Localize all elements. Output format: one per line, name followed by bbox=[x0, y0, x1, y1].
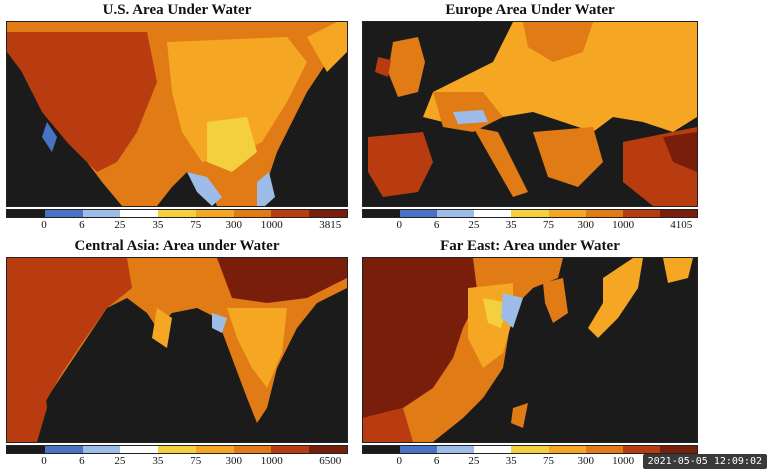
colorbar bbox=[6, 445, 348, 454]
panel-far-east: Far East: Area under Water 0 6 25 35 bbox=[362, 238, 698, 470]
far-east-map bbox=[362, 257, 698, 443]
panel-title: Far East: Area under Water bbox=[440, 238, 620, 254]
tick-label: 25 bbox=[468, 219, 480, 231]
tick-label: 300 bbox=[225, 455, 243, 467]
panel-title: Central Asia: Area under Water bbox=[74, 238, 280, 254]
colorbar bbox=[362, 209, 698, 218]
tick-label: 4105 bbox=[670, 219, 693, 231]
central-asia-map bbox=[6, 257, 348, 443]
colorbar-ticks: 0 6 25 35 75 300 1000 6500 bbox=[6, 455, 348, 469]
tick-label: 6500 bbox=[319, 455, 342, 467]
tick-label: 1000 bbox=[260, 219, 283, 231]
video-timestamp: 2021-05-05 12:09:02 bbox=[642, 454, 767, 469]
colorbar bbox=[362, 445, 698, 454]
tick-label: 0 bbox=[396, 455, 403, 467]
tick-label: 1000 bbox=[612, 455, 635, 467]
tick-label: 0 bbox=[41, 455, 47, 467]
panel-europe: Europe Area Under Water 0 6 25 bbox=[362, 2, 698, 234]
tick-label: 300 bbox=[577, 219, 595, 231]
colorbar-ticks: 0 6 25 35 75 300 1000 4105 bbox=[362, 219, 698, 233]
central-asia-map-image bbox=[7, 258, 347, 442]
tick-label: 35 bbox=[505, 219, 517, 231]
europe-map bbox=[362, 21, 698, 207]
tick-label: 6 bbox=[433, 219, 440, 231]
us-map bbox=[6, 21, 348, 207]
tick-label: 300 bbox=[577, 455, 595, 467]
tick-label: 6 bbox=[79, 455, 85, 467]
panel-title: U.S. Area Under Water bbox=[102, 2, 252, 18]
tick-label: 75 bbox=[190, 219, 202, 231]
tick-label: 25 bbox=[468, 455, 480, 467]
tick-label: 35 bbox=[152, 219, 164, 231]
colorbar-ticks: 0 6 25 35 75 300 1000 3815 bbox=[6, 219, 348, 233]
colorbar bbox=[6, 209, 348, 218]
panel-title: Europe Area Under Water bbox=[445, 2, 615, 18]
tick-label: 1000 bbox=[612, 219, 635, 231]
tick-label: 300 bbox=[225, 219, 243, 231]
tick-label: 1000 bbox=[260, 455, 283, 467]
tick-label: 6 bbox=[433, 455, 440, 467]
tick-label: 75 bbox=[190, 455, 202, 467]
tick-label: 25 bbox=[114, 219, 126, 231]
tick-label: 0 bbox=[396, 219, 403, 231]
tick-label: 75 bbox=[542, 219, 554, 231]
tick-label: 25 bbox=[114, 455, 126, 467]
tick-label: 0 bbox=[41, 219, 47, 231]
us-map-image bbox=[7, 22, 347, 206]
tick-label: 35 bbox=[152, 455, 164, 467]
far-east-map-image bbox=[363, 258, 697, 442]
tick-label: 35 bbox=[505, 455, 517, 467]
tick-label: 3815 bbox=[319, 219, 342, 231]
panel-central-asia: Central Asia: Area under Water 0 6 25 35… bbox=[6, 238, 348, 470]
panel-us: U.S. Area Under Water 0 6 25 35 75 300 bbox=[6, 2, 348, 234]
europe-map-image bbox=[363, 22, 697, 206]
tick-label: 75 bbox=[542, 455, 554, 467]
tick-label: 6 bbox=[79, 219, 85, 231]
